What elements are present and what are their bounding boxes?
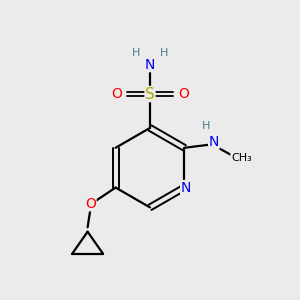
Text: CH₃: CH₃ — [231, 153, 252, 163]
Text: O: O — [111, 87, 122, 101]
Text: O: O — [85, 197, 96, 211]
Text: N: N — [145, 58, 155, 72]
Text: N: N — [181, 181, 191, 194]
Text: S: S — [145, 87, 155, 102]
Text: H: H — [160, 48, 168, 59]
Text: O: O — [178, 87, 189, 101]
Text: H: H — [132, 48, 140, 59]
Text: H: H — [202, 121, 211, 131]
Text: N: N — [209, 135, 219, 149]
